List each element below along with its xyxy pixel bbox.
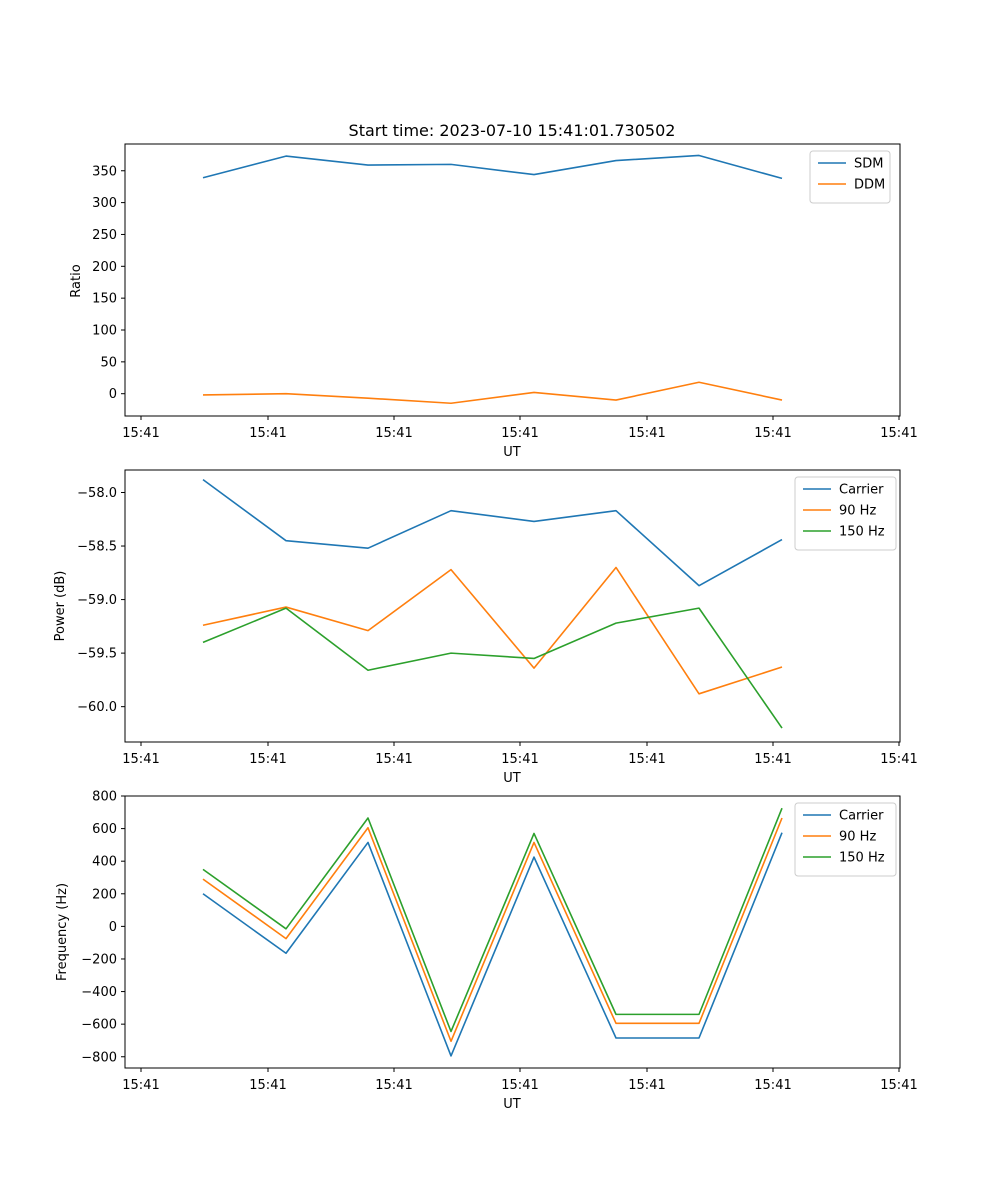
- x-axis-label: UT: [503, 1097, 521, 1112]
- y-tick-label: −59.0: [77, 593, 117, 608]
- x-tick-label: 15:41: [880, 426, 917, 441]
- y-tick-label: −58.5: [77, 540, 117, 555]
- ratio-panel: Start time: 2023-07-10 15:41:01.730502 R…: [69, 121, 918, 460]
- legend-label: 150 Hz: [839, 851, 885, 866]
- x-tick-label: 15:41: [501, 1078, 538, 1093]
- y-tick-label: 0: [109, 387, 117, 402]
- x-tick-label: 15:41: [628, 1078, 665, 1093]
- y-axis-label: Frequency (Hz): [55, 883, 70, 981]
- axes-frame: [124, 469, 901, 743]
- x-tick-label: 15:41: [122, 752, 159, 767]
- chart-title: Start time: 2023-07-10 15:41:01.730502: [349, 121, 676, 140]
- legend-label: DDM: [854, 178, 885, 193]
- axes-frame: [124, 143, 901, 417]
- series-line-150-hz: [202, 807, 783, 1033]
- series-line-carrier: [202, 478, 783, 587]
- series-line-90-hz: [202, 817, 783, 1043]
- x-tick-label: 15:41: [122, 426, 159, 441]
- power-panel: Power (dB) UT 15:41 15:41 15:41 15:41 15:41 1…: [53, 469, 918, 786]
- x-tick-label: 15:41: [880, 1078, 917, 1093]
- legend-label: SDM: [854, 157, 883, 172]
- y-tick-label: −400: [81, 985, 117, 1000]
- y-axis-label: Power (dB): [53, 571, 68, 642]
- y-tick-label: −58.0: [77, 486, 117, 501]
- series-line-150-hz: [202, 607, 783, 729]
- y-tick-label: 200: [92, 887, 117, 902]
- y-tick-label: 250: [92, 228, 117, 243]
- y-axis-label: Ratio: [69, 264, 84, 297]
- series-line-carrier: [202, 832, 783, 1057]
- frequency-panel: Frequency (Hz) UT 15:41 15:41 15:41 15:41 15…: [55, 790, 918, 1113]
- x-tick-label: 15:41: [501, 752, 538, 767]
- x-tick-label: 15:41: [249, 426, 286, 441]
- y-tick-label: 150: [92, 292, 117, 307]
- legend-label: Carrier: [839, 483, 884, 498]
- y-tick-label: −200: [81, 952, 117, 967]
- x-tick-label: 15:41: [754, 1078, 791, 1093]
- y-tick-label: 0: [109, 920, 117, 935]
- x-tick-label: 15:41: [375, 426, 412, 441]
- y-tick-label: 200: [92, 260, 117, 275]
- legend: Carrier 90 Hz 150 Hz: [794, 476, 897, 551]
- legend: SDM DDM: [809, 150, 891, 204]
- series-line-sdm: [202, 154, 783, 180]
- y-tick-label: −800: [81, 1050, 117, 1065]
- x-tick-label: 15:41: [375, 752, 412, 767]
- legend-label: 90 Hz: [839, 504, 876, 519]
- legend-label: Carrier: [839, 809, 884, 824]
- y-tick-label: 100: [92, 324, 117, 339]
- y-tick-label: 50: [100, 355, 117, 370]
- y-tick-label: 400: [92, 855, 117, 870]
- y-tick-label: −60.0: [77, 700, 117, 715]
- series-line-ddm: [202, 381, 783, 405]
- legend-label: 90 Hz: [839, 830, 876, 845]
- x-tick-label: 15:41: [501, 426, 538, 441]
- legend-box: [809, 150, 891, 204]
- y-tick-label: 600: [92, 822, 117, 837]
- legend-label: 150 Hz: [839, 525, 885, 540]
- axes-frame: [124, 795, 901, 1069]
- y-tick-label: 350: [92, 164, 117, 179]
- legend: Carrier 90 Hz 150 Hz: [794, 802, 897, 877]
- x-tick-label: 15:41: [375, 1078, 412, 1093]
- series-line-90-hz: [202, 566, 783, 695]
- x-tick-label: 15:41: [880, 752, 917, 767]
- x-axis-label: UT: [503, 771, 521, 786]
- y-tick-label: 300: [92, 196, 117, 211]
- y-tick-label: −600: [81, 1018, 117, 1033]
- x-tick-label: 15:41: [249, 752, 286, 767]
- x-axis-label: UT: [503, 445, 521, 460]
- x-tick-label: 15:41: [628, 752, 665, 767]
- y-tick-label: 800: [92, 790, 117, 805]
- x-tick-label: 15:41: [249, 1078, 286, 1093]
- x-tick-label: 15:41: [754, 752, 791, 767]
- x-tick-label: 15:41: [122, 1078, 159, 1093]
- x-tick-label: 15:41: [628, 426, 665, 441]
- y-tick-label: −59.5: [77, 647, 117, 662]
- x-tick-label: 15:41: [754, 426, 791, 441]
